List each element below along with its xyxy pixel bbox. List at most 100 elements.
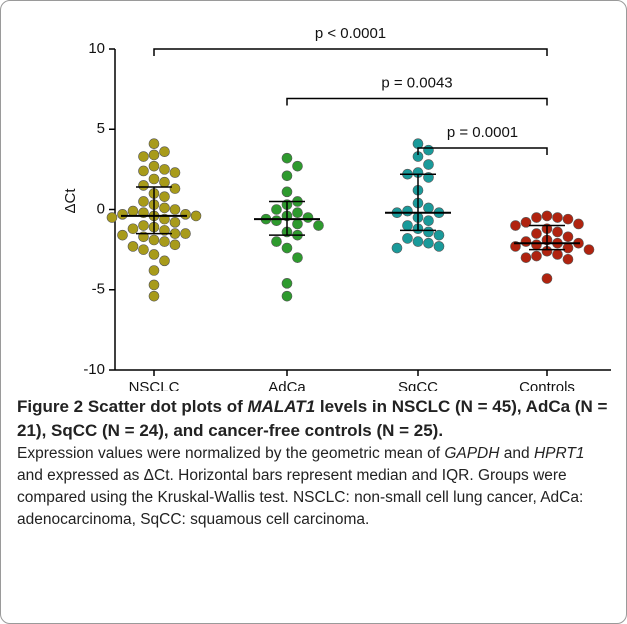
data-point — [292, 252, 303, 263]
data-point — [271, 215, 282, 227]
data-point — [292, 218, 303, 230]
data-point — [412, 236, 424, 247]
data-point — [138, 244, 149, 255]
data-point — [117, 209, 128, 220]
data-point — [271, 236, 282, 247]
data-point — [169, 204, 181, 215]
data-point — [531, 212, 542, 223]
data-point — [159, 146, 170, 158]
data-point — [127, 241, 139, 252]
data-point — [127, 223, 139, 235]
data-point — [281, 290, 293, 302]
data-point — [552, 226, 563, 238]
y-tick-label: -5 — [92, 281, 105, 298]
data-point — [520, 217, 532, 228]
data-point — [423, 237, 434, 249]
caption-segment: levels in NSCLC (N = 45), AdCa (N = 21),… — [17, 397, 608, 440]
data-point — [148, 234, 160, 246]
data-point — [573, 218, 584, 230]
caption-segment: and — [499, 445, 534, 462]
data-point — [552, 249, 563, 260]
data-point — [148, 160, 160, 172]
data-point — [391, 242, 403, 254]
caption-segment: Expression values were normalized by the… — [17, 445, 445, 462]
data-point — [281, 186, 293, 198]
data-point — [423, 202, 434, 214]
y-axis-label: ΔCt — [62, 188, 79, 214]
data-point — [281, 242, 293, 254]
caption-title: Figure 2 Scatter dot plots of MALAT1 lev… — [17, 395, 613, 443]
y-tick-label: 0 — [97, 200, 105, 217]
data-point — [541, 210, 553, 222]
data-point — [402, 205, 413, 217]
chart: ΔCt -10 -5 0 5 10 NSCLC AdCa SqCC Controls p < 0.… — [62, 25, 611, 396]
p-value: p < 0.0001 — [315, 25, 386, 42]
data-point — [423, 215, 434, 227]
data-point — [531, 250, 542, 262]
data-point — [127, 205, 139, 217]
caption-text: Expression values were normalized by the… — [17, 443, 613, 531]
data-point — [562, 213, 574, 225]
data-point — [159, 191, 170, 202]
data-point — [159, 255, 170, 267]
data-point — [180, 209, 191, 220]
data-point — [148, 290, 160, 302]
data-point — [423, 159, 434, 170]
data-point — [292, 207, 303, 219]
data-point — [562, 253, 574, 265]
p-value: p = 0.0001 — [447, 124, 518, 141]
y-tick-label: -10 — [83, 361, 105, 378]
caption-segment: HPRT1 — [533, 445, 585, 462]
data-point — [138, 220, 149, 231]
data-point — [292, 160, 303, 172]
y-tick-label: 10 — [88, 40, 105, 57]
data-point — [169, 167, 181, 178]
comparison-bracket — [153, 48, 548, 56]
data-point — [117, 229, 128, 241]
data-point — [159, 236, 170, 247]
data-point — [412, 138, 424, 149]
data-point — [583, 244, 595, 255]
data-point — [510, 220, 521, 231]
data-point — [402, 220, 413, 231]
data-point — [531, 239, 542, 251]
data-point — [180, 228, 191, 239]
data-point — [531, 228, 542, 239]
data-point — [148, 149, 160, 161]
data-point — [520, 252, 532, 263]
data-point — [423, 226, 434, 238]
caption-segment: and expressed as ΔCt. Horizontal bars re… — [17, 467, 584, 528]
x-tick-label: SqCC — [398, 379, 438, 391]
data-point — [148, 279, 160, 291]
data-point — [148, 138, 160, 149]
caption: Figure 2 Scatter dot plots of MALAT1 lev… — [17, 395, 613, 531]
data-point — [148, 249, 160, 260]
data-point — [562, 242, 574, 254]
data-point — [159, 202, 170, 214]
comparison-bracket — [417, 147, 548, 155]
data-point — [281, 170, 293, 182]
caption-segment: Figure 2 Scatter dot plots of — [17, 397, 248, 416]
data-point — [148, 265, 160, 276]
data-point — [138, 196, 149, 207]
data-point — [106, 212, 118, 223]
caption-segment: MALAT1 — [247, 397, 316, 416]
x-tick-label: AdCa — [268, 379, 306, 391]
data-point — [169, 217, 181, 228]
data-point — [552, 212, 563, 223]
data-point — [433, 229, 445, 241]
data-point — [520, 236, 532, 247]
data-point — [281, 152, 293, 164]
data-point — [138, 165, 149, 177]
data-point — [302, 212, 314, 223]
p-value: p = 0.0043 — [381, 74, 452, 91]
data-point — [159, 164, 170, 175]
data-point — [402, 233, 413, 244]
data-point — [138, 151, 149, 162]
x-tick-label: NSCLC — [129, 379, 180, 391]
caption-segment: GAPDH — [444, 445, 500, 462]
data-point — [138, 180, 149, 191]
data-point — [313, 220, 324, 231]
data-point — [281, 278, 293, 289]
